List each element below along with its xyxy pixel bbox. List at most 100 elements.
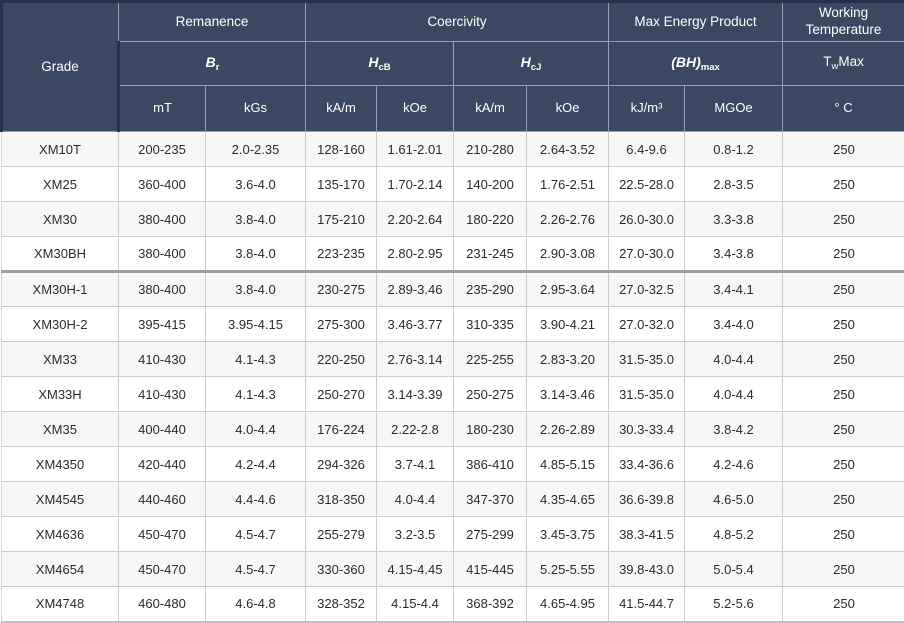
value-cell: 128-160 xyxy=(305,131,378,167)
value-cell: 225-255 xyxy=(453,341,528,377)
value-cell: 210-280 xyxy=(453,131,528,167)
value-cell: 380-400 xyxy=(118,270,206,307)
value-cell: 450-470 xyxy=(118,551,206,587)
grade-cell: XM4545 xyxy=(1,481,119,517)
value-cell: 3.4-4.1 xyxy=(684,270,784,307)
value-cell: 2.64-3.52 xyxy=(526,131,610,167)
value-cell: 4.5-4.7 xyxy=(204,516,307,552)
value-cell: 4.0-4.4 xyxy=(684,341,784,377)
table-row: XM4654 450-470 4.5-4.7 330-360 4.15-4.45 415-… xyxy=(1,551,904,587)
value-cell: 328-352 xyxy=(305,586,378,623)
value-cell: 420-440 xyxy=(118,446,206,482)
header-unit-row: mT kGs kA/m kOe kA/m kOe kJ/m³ MGOe ° C xyxy=(2,85,904,132)
unit-remanence-mt: mT xyxy=(117,85,206,132)
hcb-symbol: H xyxy=(368,53,379,70)
grade-cell: XM4350 xyxy=(1,446,119,482)
value-cell: 250 xyxy=(782,341,904,377)
twmax-subscript: w xyxy=(831,61,839,73)
value-cell: 4.0-4.4 xyxy=(204,411,307,447)
grade-cell: XM33H xyxy=(1,376,119,412)
value-cell: 250 xyxy=(782,306,904,342)
value-cell: 4.2-4.6 xyxy=(684,446,784,482)
value-cell: 4.6-4.8 xyxy=(204,586,307,623)
value-cell: 22.5-28.0 xyxy=(608,166,686,202)
value-cell: 36.6-39.8 xyxy=(608,481,686,517)
value-cell: 4.85-5.15 xyxy=(526,446,610,482)
value-cell: 3.6-4.0 xyxy=(204,166,307,202)
table-row: XM4350 420-440 4.2-4.4 294-326 3.7-4.1 386-41… xyxy=(1,446,904,482)
value-cell: 31.5-35.0 xyxy=(608,376,686,412)
value-cell: 2.76-3.14 xyxy=(376,341,455,377)
value-cell: 4.1-4.3 xyxy=(204,376,307,412)
grade-cell: XM35 xyxy=(1,411,119,447)
value-cell: 33.4-36.6 xyxy=(608,446,686,482)
value-cell: 2.80-2.95 xyxy=(376,236,455,272)
value-cell: 2.22-2.8 xyxy=(376,411,455,447)
table-row: XM35 400-440 4.0-4.4 176-224 2.22-2.8 180-230… xyxy=(1,411,904,447)
grade-cell: XM30 xyxy=(1,201,119,237)
value-cell: 235-290 xyxy=(453,270,528,307)
header-symbol-br: Br xyxy=(116,41,307,86)
grade-cell: XM4636 xyxy=(1,516,119,552)
unit-twmax-celsius: ° C xyxy=(782,85,904,132)
value-cell: 3.7-4.1 xyxy=(376,446,455,482)
value-cell: 250 xyxy=(782,516,904,552)
value-cell: 400-440 xyxy=(118,411,206,447)
value-cell: 4.5-4.7 xyxy=(204,551,307,587)
value-cell: 2.26-2.89 xyxy=(526,411,610,447)
value-cell: 41.5-44.7 xyxy=(608,586,686,623)
value-cell: 3.3-3.8 xyxy=(684,201,784,237)
value-cell: 250 xyxy=(782,411,904,447)
table-row: XM25 360-400 3.6-4.0 135-170 1.70-2.14 140-20… xyxy=(1,166,904,202)
value-cell: 4.6-5.0 xyxy=(684,481,784,517)
grade-cell: XM25 xyxy=(1,166,119,202)
unit-bhmax-mgoe: MGOe xyxy=(684,85,784,132)
unit-bhmax-kjm3: kJ/m³ xyxy=(608,85,686,132)
header-symbol-hcb: HcB xyxy=(305,41,455,86)
value-cell: 4.4-4.6 xyxy=(204,481,307,517)
value-cell: 3.90-4.21 xyxy=(526,306,610,342)
value-cell: 250 xyxy=(782,131,904,167)
table-row: XM4636 450-470 4.5-4.7 255-279 3.2-3.5 275-29… xyxy=(1,516,904,552)
twmax-suffix: Max xyxy=(838,54,864,70)
value-cell: 360-400 xyxy=(118,166,206,202)
grade-cell: XM30BH xyxy=(1,236,119,272)
value-cell: 250 xyxy=(782,166,904,202)
value-cell: 395-415 xyxy=(118,306,206,342)
value-cell: 38.3-41.5 xyxy=(608,516,686,552)
table-row: XM33 410-430 4.1-4.3 220-250 2.76-3.14 225-25… xyxy=(1,341,904,377)
value-cell: 30.3-33.4 xyxy=(608,411,686,447)
value-cell: 3.2-3.5 xyxy=(376,516,455,552)
value-cell: 410-430 xyxy=(118,341,206,377)
value-cell: 27.0-32.5 xyxy=(608,270,686,307)
value-cell: 415-445 xyxy=(453,551,528,587)
value-cell: 4.1-4.3 xyxy=(204,341,307,377)
value-cell: 318-350 xyxy=(305,481,378,517)
value-cell: 3.14-3.39 xyxy=(376,376,455,412)
table-row: XM4748 460-480 4.6-4.8 328-352 4.15-4.4 368-3… xyxy=(1,586,904,623)
value-cell: 250 xyxy=(782,446,904,482)
value-cell: 250 xyxy=(782,481,904,517)
value-cell: 3.8-4.2 xyxy=(684,411,784,447)
value-cell: 27.0-32.0 xyxy=(608,306,686,342)
value-cell: 3.14-3.46 xyxy=(526,376,610,412)
value-cell: 250 xyxy=(782,551,904,587)
table-row: XM33H 410-430 4.1-4.3 250-270 3.14-3.39 250-2… xyxy=(1,376,904,412)
value-cell: 3.95-4.15 xyxy=(204,306,307,342)
value-cell: 176-224 xyxy=(305,411,378,447)
value-cell: 3.45-3.75 xyxy=(526,516,610,552)
value-cell: 2.95-3.64 xyxy=(526,270,610,307)
value-cell: 231-245 xyxy=(453,236,528,272)
value-cell: 255-279 xyxy=(305,516,378,552)
bhmax-subscript: max xyxy=(700,61,720,73)
value-cell: 2.83-3.20 xyxy=(526,341,610,377)
value-cell: 460-480 xyxy=(118,586,206,623)
value-cell: 5.25-5.55 xyxy=(526,551,610,587)
value-cell: 2.20-2.64 xyxy=(376,201,455,237)
value-cell: 440-460 xyxy=(118,481,206,517)
value-cell: 250-275 xyxy=(453,376,528,412)
table-body: XM10T 200-235 2.0-2.35 128-160 1.61-2.01 210-… xyxy=(1,131,904,623)
value-cell: 4.0-4.4 xyxy=(684,376,784,412)
unit-hcb-koe: kOe xyxy=(376,85,455,132)
value-cell: 250 xyxy=(782,586,904,623)
